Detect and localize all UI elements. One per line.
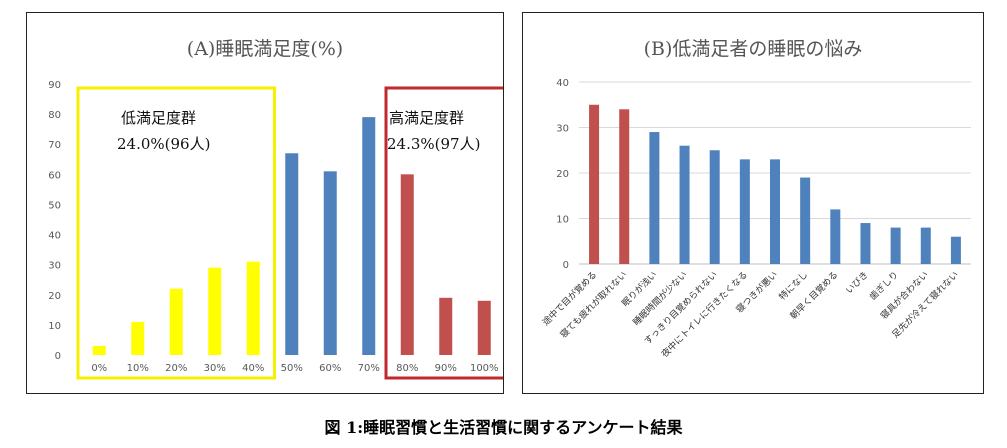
b-bar-11 (890, 227, 901, 264)
a-bar-90% (439, 297, 453, 355)
a-xtick-label: 10% (127, 363, 149, 374)
b-bar-1 (589, 104, 600, 264)
b-ytick-label: 30 (556, 124, 569, 135)
b-ytick-label: 40 (556, 78, 569, 89)
a-xtick-label: 80% (396, 363, 418, 374)
b-bar-6 (739, 159, 750, 264)
b-xtick-label: 睡眠時間が少ない (630, 269, 689, 328)
b-ytick-label: 10 (556, 215, 569, 226)
chart-a-svg: (A)睡眠満足度(%) 0 10 20 30 40 50 60 70 80 90 0% 10% 20%… (48, 38, 503, 380)
a-ytick-label: 80 (48, 110, 61, 121)
a-xtick-label: 30% (204, 363, 226, 374)
chart-panel-b: (B)低満足者の睡眠の悩み 0 10 20 30 40 途中で目が覚める 寝ても疲れが取れ… (522, 12, 984, 394)
b-bar-4 (679, 145, 690, 264)
a-ytick-label: 50 (48, 200, 61, 211)
a-xtick-label: 100% (470, 363, 499, 374)
chart-b-y-axis: 0 10 20 30 40 (556, 78, 569, 271)
a-xtick-label: 40% (242, 363, 264, 374)
a-ytick-label: 70 (48, 140, 61, 151)
a-bar-40% (246, 261, 260, 355)
a-xtick-label: 70% (358, 363, 380, 374)
b-bar-12 (920, 227, 931, 264)
a-ytick-label: 60 (48, 170, 61, 181)
b-ytick-label: 20 (556, 169, 569, 180)
a-bar-30% (208, 267, 222, 355)
b-bar-13 (950, 236, 961, 264)
a-bar-70% (362, 117, 376, 355)
a-xtick-label: 60% (319, 363, 341, 374)
high-group-box (384, 86, 503, 380)
a-ytick-label: 10 (48, 321, 61, 332)
a-ytick-label: 90 (48, 80, 61, 91)
b-bar-7 (770, 159, 780, 264)
low-group-label: 低満足度群 (121, 109, 196, 127)
a-ytick-label: 0 (55, 351, 61, 362)
chart-a-bars (92, 117, 491, 355)
figure-caption: 図 1:睡眠習慣と生活習慣に関するアンケート結果 (324, 418, 683, 437)
a-bar-50% (285, 153, 299, 355)
low-group-box (76, 86, 276, 380)
b-bar-9 (830, 209, 841, 264)
b-ytick-label: 0 (563, 260, 569, 271)
b-bar-8 (800, 177, 811, 264)
a-bar-10% (131, 321, 145, 355)
a-xtick-label: 50% (281, 363, 303, 374)
b-bar-10 (860, 223, 871, 264)
a-bar-60% (323, 171, 337, 355)
chart-a-title: (A)睡眠満足度(%) (187, 38, 343, 60)
b-bar-2 (619, 109, 630, 264)
b-bar-5 (709, 150, 720, 264)
a-ytick-label: 20 (48, 291, 61, 302)
b-xtick-label: 途中で目が覚める (540, 269, 599, 328)
chart-a-y-axis: 0 10 20 30 40 50 60 70 80 90 (48, 80, 61, 362)
a-xtick-label: 20% (165, 363, 187, 374)
a-bar-100% (477, 300, 491, 355)
chart-panel-a: (A)睡眠満足度(%) 0 10 20 30 40 50 60 70 80 90 0% 10% 20%… (26, 12, 504, 394)
chart-b-bars (589, 104, 961, 264)
chart-a-x-axis: 0% 10% 20% 30% 40% 50% 60% 70% 80% 90% 100% (91, 363, 498, 374)
b-xtick-label: いびき (844, 269, 871, 296)
chart-b-x-axis: 途中で目が覚める寝ても疲れが取れない眠りが浅い睡眠時間が少ないすっきり目覚められ… (540, 269, 961, 360)
low-group-stat: 24.0%(96人) (117, 135, 210, 153)
b-bar-3 (649, 132, 660, 264)
chart-b-svg: (B)低満足者の睡眠の悩み 0 10 20 30 40 途中で目が覚める寝ても疲れが取れ… (540, 38, 971, 360)
chart-a-group-boxes (76, 86, 503, 380)
a-bar-20% (169, 288, 183, 355)
a-xtick-label: 90% (435, 363, 457, 374)
chart-b-title: (B)低満足者の睡眠の悩み (644, 38, 863, 60)
high-group-stat: 24.3%(97人) (387, 135, 480, 153)
a-ytick-label: 40 (48, 231, 61, 242)
a-bar-80% (400, 174, 414, 355)
a-xtick-label: 0% (91, 363, 107, 374)
a-ytick-label: 30 (48, 261, 61, 272)
high-group-label: 高満足度群 (389, 109, 464, 127)
a-bar-0% (92, 345, 106, 355)
